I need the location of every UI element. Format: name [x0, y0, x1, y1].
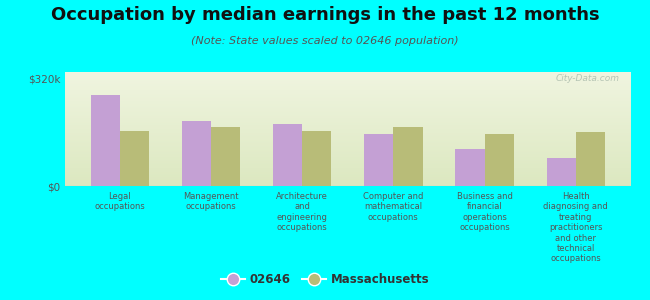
Bar — [547, 158, 576, 186]
Legend: 02646, Massachusetts: 02646, Massachusetts — [216, 269, 434, 291]
Bar — [273, 124, 302, 186]
Bar — [456, 149, 484, 186]
Text: Computer and
mathematical
occupations: Computer and mathematical occupations — [363, 192, 424, 222]
Text: Business and
financial
operations
occupations: Business and financial operations occupa… — [457, 192, 512, 232]
Text: Health
diagnosing and
treating
practitioners
and other
technical
occupations: Health diagnosing and treating practitio… — [543, 192, 608, 263]
Bar — [211, 127, 240, 186]
Text: Architecture
and
engineering
occupations: Architecture and engineering occupations — [276, 192, 328, 232]
Bar — [120, 131, 149, 186]
Bar — [182, 121, 211, 186]
Bar — [484, 134, 514, 186]
Bar — [364, 134, 393, 186]
Text: (Note: State values scaled to 02646 population): (Note: State values scaled to 02646 popu… — [191, 36, 459, 46]
Text: City-Data.com: City-Data.com — [555, 74, 619, 83]
Bar — [90, 95, 120, 186]
Text: Management
occupations: Management occupations — [183, 192, 239, 212]
Text: Legal
occupations: Legal occupations — [94, 192, 145, 212]
Bar — [302, 131, 332, 186]
Bar — [393, 127, 422, 186]
Text: Occupation by median earnings in the past 12 months: Occupation by median earnings in the pas… — [51, 6, 599, 24]
Bar — [576, 132, 605, 186]
